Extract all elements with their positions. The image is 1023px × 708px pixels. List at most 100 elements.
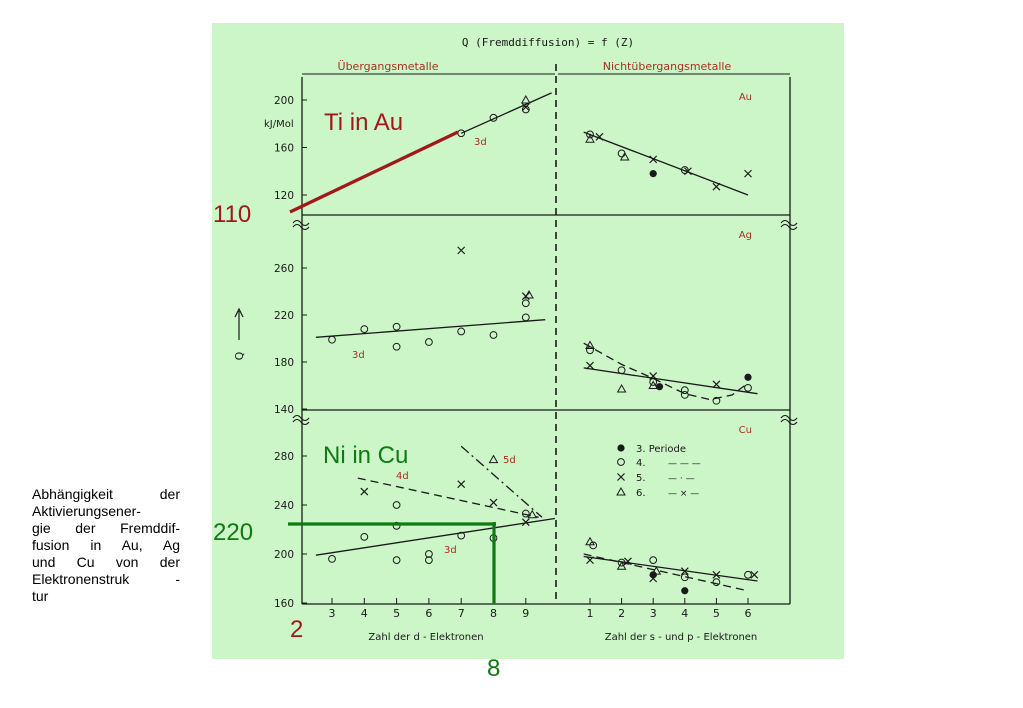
data-point-right bbox=[712, 570, 721, 579]
data-point-right bbox=[585, 134, 595, 143]
data-point-right bbox=[655, 383, 664, 391]
data-point-right bbox=[586, 361, 594, 370]
y-tick-label: 140 bbox=[274, 404, 294, 416]
data-point-left bbox=[489, 113, 498, 122]
data-point-right bbox=[744, 169, 752, 178]
y-tick-label: 200 bbox=[274, 549, 294, 561]
data-point-right bbox=[651, 566, 662, 575]
data-point-left bbox=[360, 532, 369, 541]
data-point-right bbox=[744, 570, 752, 579]
data-point-left bbox=[521, 105, 530, 114]
data-point-left bbox=[392, 501, 401, 509]
panel-label: Au bbox=[739, 92, 752, 103]
legend-label: 4. bbox=[636, 458, 646, 469]
legend-label: 3. Periode bbox=[636, 444, 686, 455]
y-tick-label: 260 bbox=[274, 263, 294, 275]
axis-break-mark bbox=[292, 219, 310, 227]
x-tick-label: 8 bbox=[490, 607, 497, 620]
data-point-right bbox=[649, 556, 658, 565]
data-point-right bbox=[712, 182, 721, 191]
legend-line-style: — × — bbox=[668, 489, 699, 499]
data-point-right bbox=[681, 587, 689, 595]
data-point-right bbox=[616, 561, 627, 570]
data-point-right bbox=[616, 384, 627, 393]
fit-line-left bbox=[315, 517, 555, 556]
x-tick-label: 2 bbox=[618, 607, 625, 620]
data-point-right bbox=[617, 366, 626, 375]
data-point-right bbox=[617, 558, 626, 567]
x-tick-label: 5 bbox=[393, 607, 400, 620]
data-point-right bbox=[684, 167, 692, 176]
fit-line-right bbox=[583, 553, 749, 592]
data-point-left bbox=[521, 509, 530, 518]
data-point-right bbox=[649, 170, 657, 178]
y-tick-label: 180 bbox=[274, 357, 294, 369]
legend-line-style: — · — bbox=[668, 474, 695, 484]
left-header: Übergangsmetalle bbox=[338, 60, 439, 73]
data-point-left bbox=[521, 313, 530, 322]
legend-label: 5. bbox=[636, 473, 646, 484]
x-tick-label: 6 bbox=[745, 607, 752, 620]
data-point-left bbox=[521, 103, 530, 112]
legend-label: 6. bbox=[636, 488, 646, 499]
data-point-right bbox=[623, 557, 632, 566]
axis-break-mark bbox=[780, 414, 798, 422]
data-point-left bbox=[392, 342, 401, 351]
data-point-left bbox=[457, 531, 466, 540]
fit-line-left bbox=[357, 477, 539, 518]
data-point-right bbox=[586, 556, 594, 565]
data-point-left bbox=[392, 556, 401, 565]
series-label: 3d bbox=[352, 350, 365, 361]
data-point-right bbox=[680, 386, 689, 395]
ti-in-au-label: Ti in Au bbox=[324, 109, 403, 136]
x-axis-label-left: Zahl der d - Elektronen bbox=[368, 632, 483, 643]
data-point-right bbox=[619, 151, 630, 161]
value-110-label: 110 bbox=[213, 201, 251, 228]
data-point-right bbox=[649, 155, 658, 164]
caption-line: fusion in Au, Ag bbox=[32, 537, 180, 553]
data-point-left bbox=[457, 246, 466, 255]
data-point-left bbox=[457, 327, 466, 336]
data-point-right bbox=[680, 166, 689, 174]
y-symbol-label: Q bbox=[233, 351, 246, 360]
data-point-right bbox=[712, 578, 721, 587]
panel-label: Ag bbox=[739, 230, 752, 241]
legend-line-style: — — — bbox=[668, 459, 701, 469]
data-point-right bbox=[744, 383, 752, 392]
y-arrow-head bbox=[234, 307, 244, 318]
right-header: Nichtübergangsmetalle bbox=[603, 60, 732, 73]
fit-line-left bbox=[315, 319, 546, 338]
caption-line: tur bbox=[32, 588, 49, 604]
legend-marker bbox=[617, 473, 625, 481]
series-label: 3d bbox=[444, 545, 457, 556]
x-tick-label: 5 bbox=[713, 607, 720, 620]
data-point-right bbox=[744, 373, 752, 381]
data-point-left bbox=[425, 556, 433, 565]
data-point-left bbox=[392, 322, 401, 331]
data-point-right bbox=[680, 573, 689, 582]
data-point-left bbox=[524, 290, 534, 299]
data-point-left bbox=[521, 299, 530, 308]
y-tick-label: 220 bbox=[274, 310, 294, 322]
axis-break-mark bbox=[780, 223, 798, 231]
data-point-left bbox=[360, 487, 369, 496]
data-point-right bbox=[750, 570, 759, 579]
caption-line: und Cu von der bbox=[32, 554, 180, 570]
data-point-left bbox=[489, 331, 498, 339]
caption-line: gie der Fremddif- bbox=[32, 520, 180, 536]
fit-line-right bbox=[583, 342, 749, 401]
legend-marker bbox=[617, 444, 625, 452]
ti-in-au-extrapolation-line bbox=[289, 130, 459, 214]
axis-break-mark bbox=[292, 414, 310, 422]
caption-line: Aktivierungsener- bbox=[32, 503, 141, 519]
data-point-right bbox=[649, 372, 658, 381]
data-point-right bbox=[586, 130, 594, 139]
panel-label: Cu bbox=[739, 425, 752, 436]
fit-line-right bbox=[583, 131, 749, 196]
x-tick-label: 9 bbox=[522, 607, 529, 620]
y-tick-label: 160 bbox=[274, 143, 294, 155]
series-label: 5d bbox=[503, 455, 516, 466]
data-point-right bbox=[649, 574, 658, 583]
data-point-right bbox=[712, 396, 721, 405]
data-point-right bbox=[589, 541, 598, 550]
